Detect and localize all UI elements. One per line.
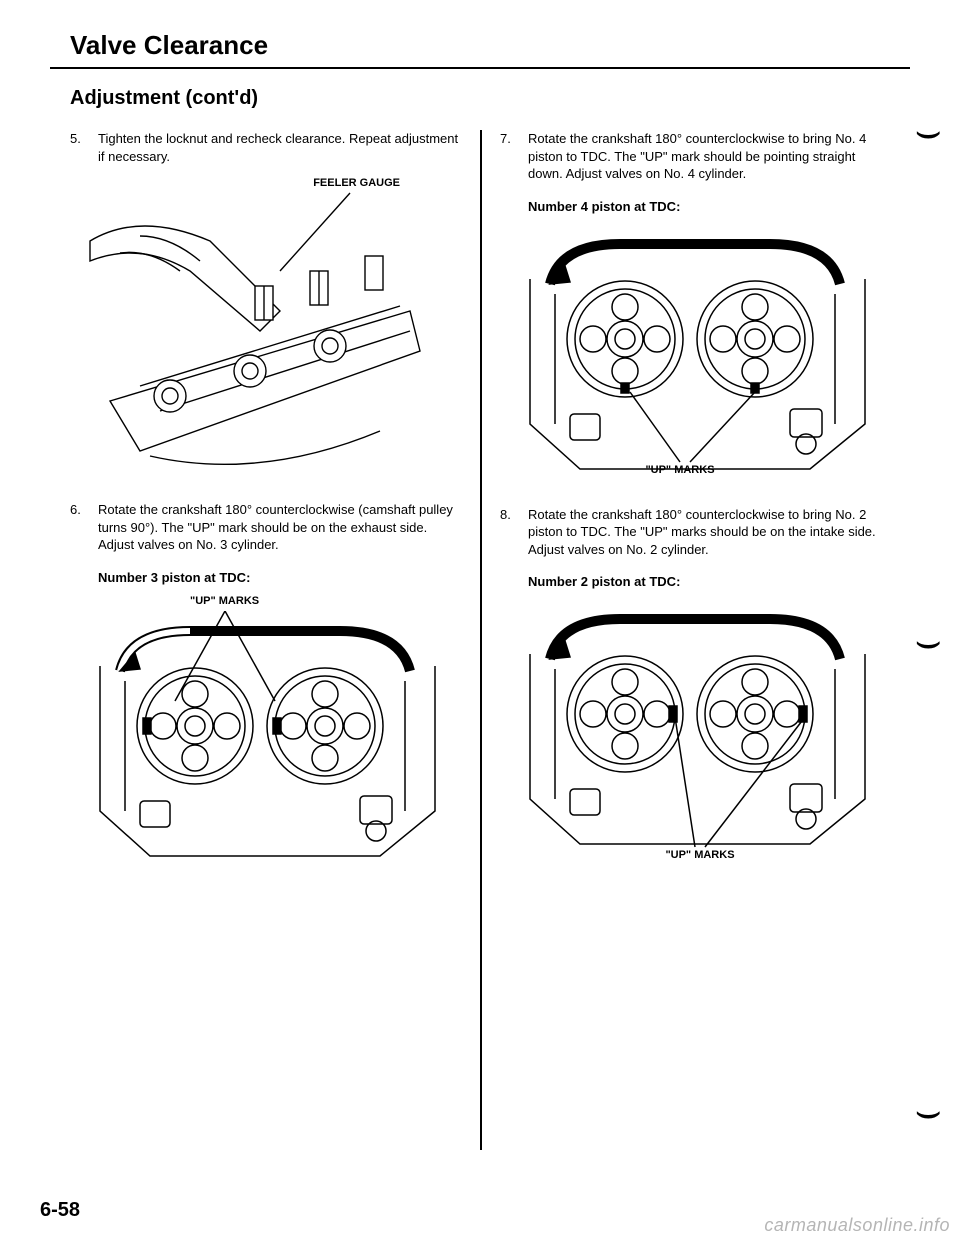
camshaft-svg-2 bbox=[510, 599, 880, 869]
two-column-layout: 5. Tighten the locknut and recheck clear… bbox=[50, 130, 910, 1150]
right-column: 7. Rotate the crankshaft 180° counterclo… bbox=[480, 130, 910, 1150]
step-8: 8. Rotate the crankshaft 180° counterclo… bbox=[500, 506, 890, 559]
figure-piston-2: "UP" MARKS bbox=[510, 599, 890, 861]
step-number: 7. bbox=[500, 130, 518, 183]
step-text: Rotate the crankshaft 180° counterclockw… bbox=[528, 506, 890, 559]
up-marks-label: "UP" MARKS bbox=[190, 595, 460, 607]
page-number: 6-58 bbox=[40, 1199, 80, 1222]
feeler-gauge-svg bbox=[80, 181, 440, 481]
title-rule bbox=[50, 67, 910, 69]
step-6: 6. Rotate the crankshaft 180° counterclo… bbox=[70, 501, 460, 554]
step-text: Rotate the crankshaft 180° counterclockw… bbox=[528, 130, 890, 183]
up-marks-label: "UP" MARKS bbox=[640, 849, 760, 861]
edge-curve-bot: ⌣ bbox=[914, 1090, 942, 1132]
caption-piston-4: Number 4 piston at TDC: bbox=[528, 199, 890, 214]
figure-piston-3: "UP" MARKS bbox=[80, 595, 460, 861]
step-text: Tighten the locknut and recheck clearanc… bbox=[98, 130, 460, 165]
step-7: 7. Rotate the crankshaft 180° counterclo… bbox=[500, 130, 890, 183]
figure-feeler-gauge: FEELER GAUGE bbox=[80, 181, 460, 481]
step-5: 5. Tighten the locknut and recheck clear… bbox=[70, 130, 460, 165]
caption-piston-3: Number 3 piston at TDC: bbox=[98, 570, 460, 585]
feeler-gauge-label: FEELER GAUGE bbox=[313, 177, 400, 189]
watermark: carmanualsonline.info bbox=[764, 1215, 950, 1236]
up-marks-label: "UP" MARKS bbox=[620, 464, 740, 476]
step-number: 6. bbox=[70, 501, 88, 554]
column-divider bbox=[480, 130, 482, 1150]
edge-curve-top: ⌣ bbox=[914, 110, 942, 152]
step-text: Rotate the crankshaft 180° counterclockw… bbox=[98, 501, 460, 554]
camshaft-svg-4 bbox=[510, 224, 880, 494]
caption-piston-2: Number 2 piston at TDC: bbox=[528, 574, 890, 589]
edge-curve-mid: ⌣ bbox=[914, 620, 942, 662]
left-column: 5. Tighten the locknut and recheck clear… bbox=[50, 130, 480, 1150]
figure-piston-4: "UP" MARKS bbox=[510, 224, 890, 476]
page-title: Valve Clearance bbox=[70, 30, 910, 61]
manual-page: Valve Clearance Adjustment (cont'd) 5. T… bbox=[30, 0, 930, 1170]
camshaft-svg-3 bbox=[80, 611, 450, 861]
step-number: 5. bbox=[70, 130, 88, 165]
step-number: 8. bbox=[500, 506, 518, 559]
section-title: Adjustment (cont'd) bbox=[70, 87, 910, 110]
